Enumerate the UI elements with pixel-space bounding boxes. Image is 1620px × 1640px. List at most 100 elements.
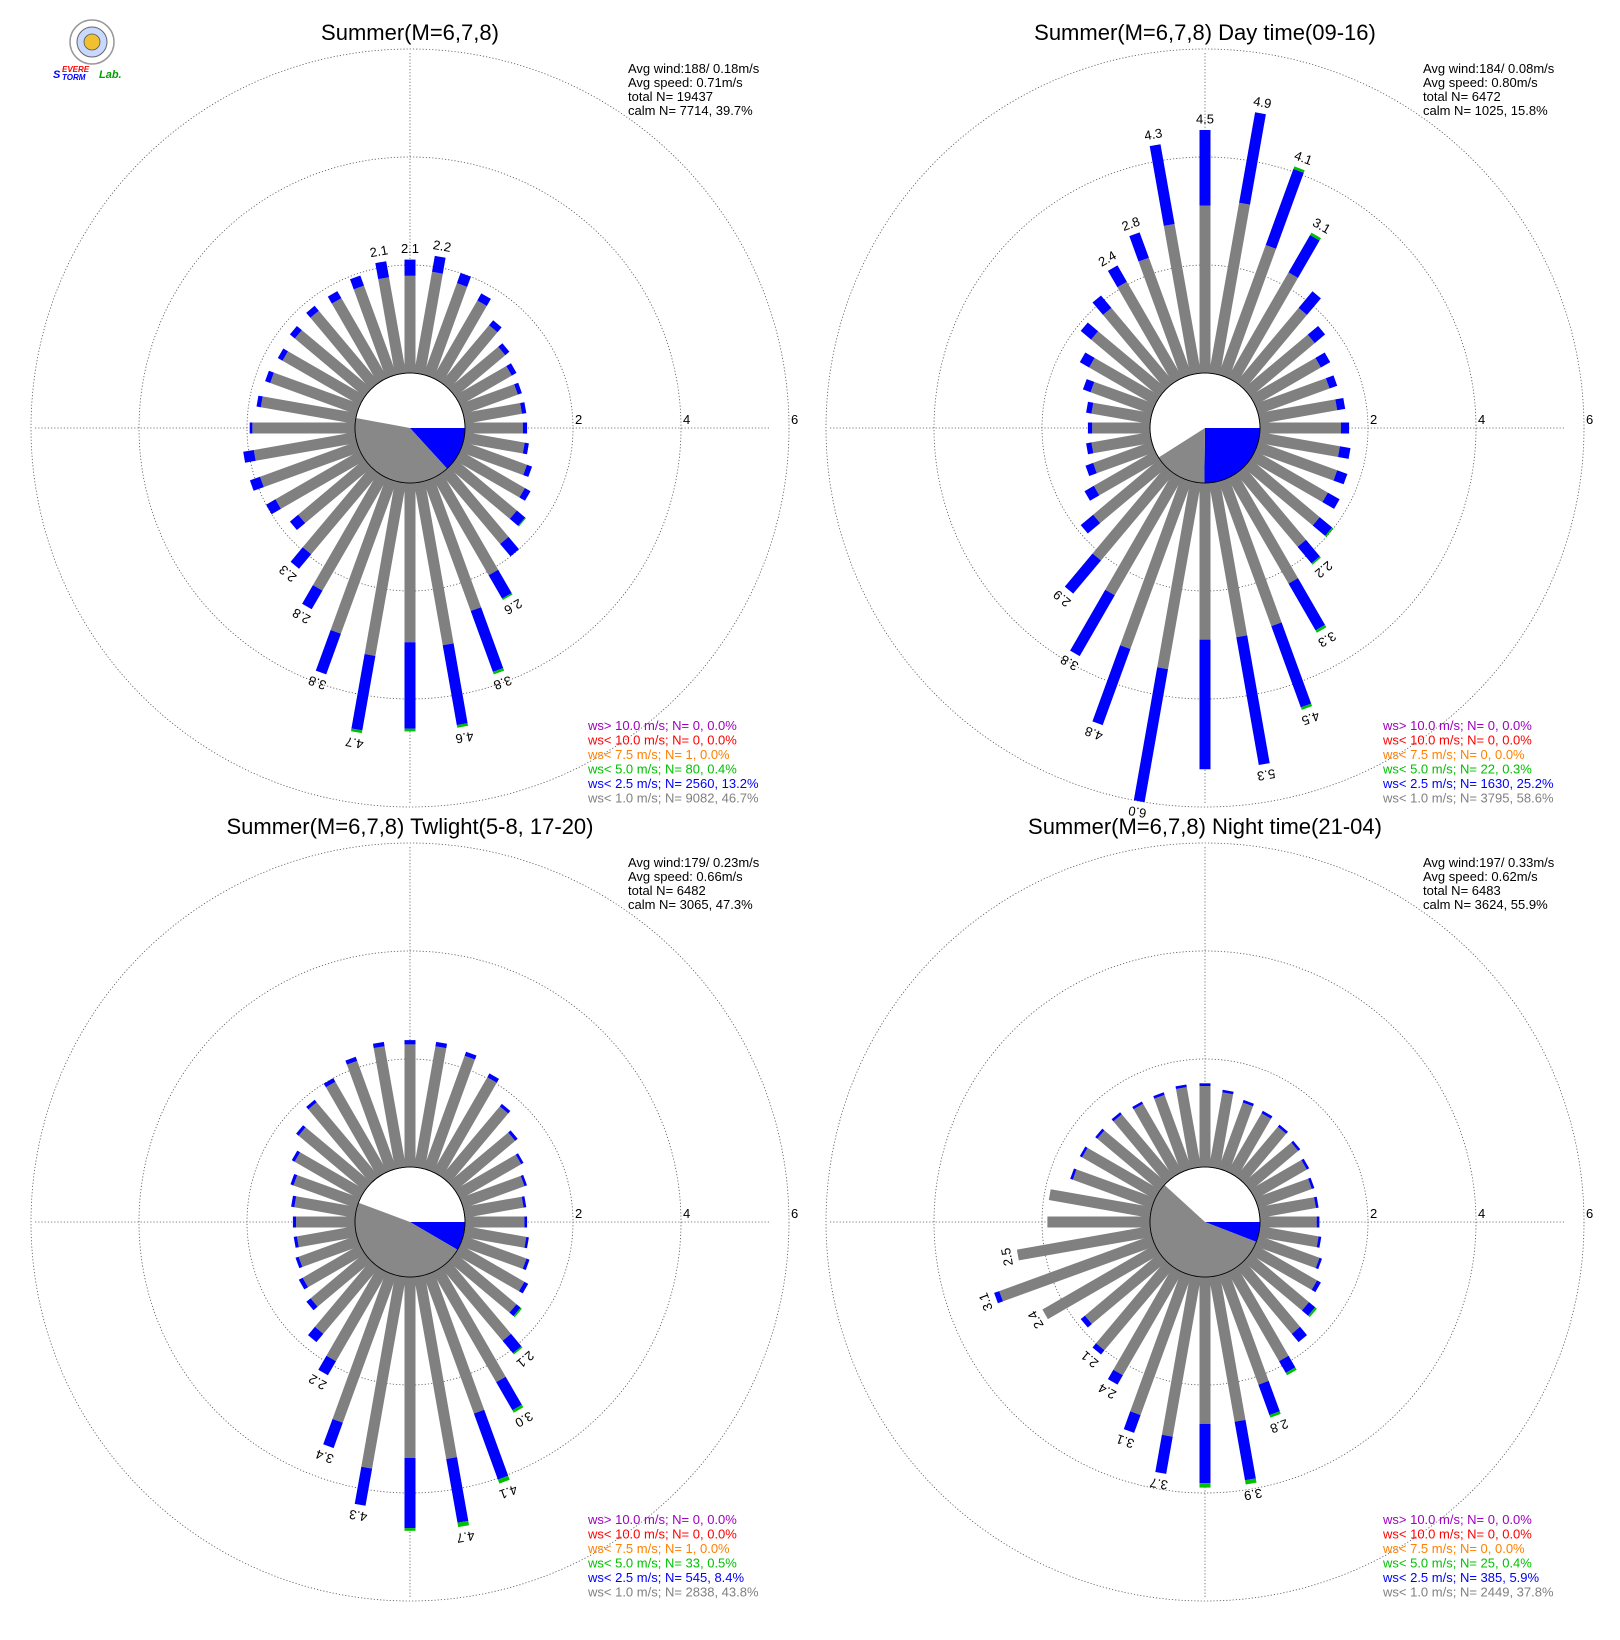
bar-blue-lt25 (502, 1333, 522, 1354)
bar-value-label: 4.1 (1292, 148, 1314, 168)
calm-pie-blue-wedge (410, 428, 465, 469)
bar-blue-lt25 (318, 1355, 336, 1376)
bar-blue-lt25 (1199, 130, 1211, 206)
legend-entry: ws< 7.5 m/s; N= 1, 0.0% (587, 747, 730, 762)
bar-blue-lt25 (520, 1174, 527, 1187)
panel-title: Summer(M=6,7,8) Twlight(5-8, 17-20) (226, 814, 593, 839)
bar-green-lt5 (351, 728, 363, 734)
bar-value-label: 4.9 (1252, 93, 1272, 111)
stat-calm: calm N= 3624, 55.9% (1423, 897, 1548, 912)
bar-gray-lt1 (1236, 307, 1307, 390)
bar-value-label: 2.8 (1120, 214, 1142, 234)
legend-entry: ws< 5.0 m/s; N= 22, 0.3% (1382, 762, 1532, 777)
bar-gray-lt1 (1254, 1178, 1312, 1209)
stat-total: total N= 6482 (628, 883, 706, 898)
calm-pie-gray-wedge (354, 418, 448, 484)
bar-blue-lt25 (522, 1258, 530, 1270)
bar-green-lt5 (1308, 1307, 1317, 1318)
bar-gray-lt1 (1254, 441, 1338, 481)
legend-entry: ws< 7.5 m/s; N= 0, 0.0% (1382, 1541, 1525, 1556)
bar-gray-lt1 (1084, 1253, 1167, 1324)
legend-entry: ws< 10.0 m/s; N= 0, 0.0% (587, 733, 737, 748)
legend-entry: ws< 5.0 m/s; N= 25, 0.4% (1382, 1556, 1532, 1571)
calm-circle-outline (1149, 372, 1261, 484)
bar-gray-lt1 (1218, 245, 1277, 379)
legend-entry: ws> 10.0 m/s; N= 0, 0.0% (1382, 1512, 1532, 1527)
bar-gray-lt1 (1260, 422, 1341, 434)
bar-green-lt5 (1293, 166, 1305, 173)
bar-blue-lt25 (521, 1196, 527, 1208)
bar-gray-lt1 (1047, 1216, 1150, 1228)
bar-gray-lt1 (1092, 466, 1174, 561)
bar-blue-lt25 (1301, 1158, 1310, 1170)
legend-entry: ws< 10.0 m/s; N= 0, 0.0% (1382, 733, 1532, 748)
bar-gray-lt1 (448, 346, 506, 397)
bar-blue-lt25 (249, 476, 264, 491)
bar-gray-lt1 (1199, 1086, 1211, 1167)
bar-blue-lt25 (306, 305, 319, 318)
bar-value-label: 2.2 (432, 237, 452, 255)
bar-green-lt5 (1315, 624, 1327, 633)
bar-blue-lt25 (296, 1125, 306, 1136)
bar-gray-lt1 (1130, 1271, 1192, 1416)
logo-text-lab: Lab. (99, 69, 122, 81)
bar-blue-lt25 (289, 326, 302, 339)
bar-blue-lt25 (290, 547, 312, 569)
bar-blue-lt25 (508, 1130, 518, 1141)
bar-value-label: 2.4 (1096, 1380, 1119, 1402)
bar-blue-lt25 (256, 395, 263, 408)
bar-gray-lt1 (1016, 1226, 1152, 1261)
bar-blue-lt25 (243, 450, 256, 463)
bar-gray-lt1 (1254, 1235, 1320, 1269)
bar-gray-lt1 (463, 1196, 524, 1218)
bar-gray-lt1 (1236, 466, 1306, 547)
bar-blue-lt25 (1132, 1101, 1144, 1110)
bar-blue-lt25 (327, 291, 342, 304)
bar-green-lt5 (518, 517, 526, 527)
bar-blue-lt25 (524, 1216, 528, 1228)
bar-blue-lt25 (1080, 1315, 1092, 1328)
bar-gray-lt1 (432, 1077, 497, 1178)
bar-gray-lt1 (1176, 1087, 1201, 1169)
bar-gray-lt1 (308, 1102, 379, 1184)
stat-avg-wind: Avg wind:188/ 0.18m/s (628, 61, 760, 76)
panel-title: Summer(M=6,7,8) (321, 20, 499, 45)
bar-blue-lt25 (345, 1056, 358, 1065)
bar-gray-lt1 (312, 472, 388, 591)
bar-value-label: 4.3 (1143, 125, 1163, 143)
bar-gray-lt1 (448, 459, 517, 519)
bar-blue-lt25 (1301, 1302, 1316, 1316)
calm-pie-blue-wedge (1205, 1222, 1261, 1242)
bar-blue-lt25 (1079, 352, 1095, 368)
bar-gray-lt1 (1092, 422, 1150, 434)
bar-blue-lt25 (1080, 322, 1099, 340)
bar-gray-lt1 (1209, 481, 1248, 638)
bar-blue-lt25 (277, 348, 288, 361)
bar-gray-lt1 (1218, 477, 1282, 627)
bar-blue-lt25 (1288, 235, 1320, 278)
speed-ring (30, 48, 790, 808)
logo-text-s: S (53, 69, 61, 81)
calm-pie-blue-wedge (410, 1222, 465, 1250)
bar-blue-lt25 (1288, 578, 1325, 631)
bar-blue-lt25 (1199, 1083, 1211, 1086)
bar-gray-lt1 (1093, 450, 1161, 496)
bar-gray-lt1 (404, 1277, 416, 1458)
bar-gray-lt1 (1258, 432, 1340, 457)
wind-rose-panel-1: Summer(M=6,7,8) 2 4 6 2.1 2.2 2.6 3.8 4.6 4.7 3.8 2… (30, 20, 798, 808)
bar-gray-lt1 (1227, 272, 1298, 384)
legend-entry: ws< 5.0 m/s; N= 80, 0.4% (587, 762, 737, 777)
bar-blue-lt25 (1092, 645, 1131, 726)
bar-green-lt5 (513, 1307, 522, 1318)
stat-calm: calm N= 1025, 15.8% (1423, 103, 1548, 118)
logo-text-evere: EVERE (62, 65, 90, 74)
bar-blue-lt25 (1265, 168, 1304, 249)
bar-gray-lt1 (423, 283, 468, 379)
bar-gray-lt1 (1093, 441, 1156, 474)
ring-label: 2 (575, 1206, 582, 1221)
bar-gray-lt1 (414, 271, 443, 375)
bar-value-label: 2.5 (998, 1247, 1016, 1267)
speed-ring (138, 156, 682, 700)
bar-gray-lt1 (1218, 1271, 1269, 1385)
bar-gray-lt1 (459, 441, 527, 476)
